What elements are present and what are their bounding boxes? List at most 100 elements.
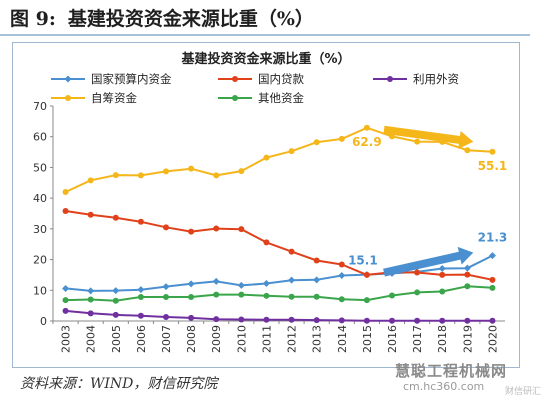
data-point-domestic_loans bbox=[263, 239, 270, 246]
data-point-other_funds bbox=[238, 291, 245, 298]
legend-label-national_budget: 国家预算内资金 bbox=[91, 72, 172, 86]
y-tick-label: 0 bbox=[40, 315, 47, 328]
data-point-national_budget bbox=[288, 276, 296, 284]
data-point-self_raised bbox=[137, 172, 144, 179]
y-tick-label: 70 bbox=[33, 100, 47, 113]
data-point-self_raised bbox=[313, 139, 320, 146]
annotation-self_raised-2015: 62.9 bbox=[352, 135, 382, 149]
data-point-domestic_loans bbox=[414, 269, 421, 276]
legend-marker-national_budget bbox=[64, 75, 72, 83]
data-point-self_raised bbox=[112, 172, 119, 179]
data-point-self_raised bbox=[338, 135, 345, 142]
data-point-foreign_capital bbox=[288, 316, 295, 323]
data-point-national_budget bbox=[212, 277, 220, 285]
legend-label-foreign_capital: 利用外资 bbox=[413, 72, 459, 86]
x-tick-label: 2015 bbox=[361, 325, 374, 353]
data-point-foreign_capital bbox=[87, 310, 94, 317]
data-point-foreign_capital bbox=[313, 317, 320, 324]
data-point-national_budget bbox=[62, 284, 70, 292]
x-tick-label: 2008 bbox=[185, 325, 198, 353]
data-point-foreign_capital bbox=[338, 317, 345, 324]
x-tick-label: 2017 bbox=[411, 325, 424, 353]
y-tick-label: 60 bbox=[33, 131, 47, 144]
data-point-domestic_loans bbox=[313, 257, 320, 264]
y-tick-label: 20 bbox=[33, 254, 47, 267]
x-tick-label: 2005 bbox=[110, 325, 123, 353]
data-point-domestic_loans bbox=[238, 226, 245, 233]
data-point-foreign_capital bbox=[163, 314, 169, 321]
data-point-self_raised bbox=[87, 177, 94, 184]
series-line-other_funds bbox=[65, 285, 493, 302]
data-point-national_budget bbox=[262, 280, 270, 288]
data-point-other_funds bbox=[263, 292, 270, 299]
data-point-other_funds bbox=[288, 293, 295, 300]
trend-arrow-national_budget bbox=[383, 246, 474, 277]
data-point-national_budget bbox=[162, 283, 170, 291]
data-point-domestic_loans bbox=[188, 228, 195, 235]
data-point-national_budget bbox=[237, 281, 245, 289]
legend-label-domestic_loans: 国内贷款 bbox=[258, 72, 304, 86]
data-point-self_raised bbox=[62, 189, 69, 195]
x-tick-label: 2011 bbox=[260, 325, 273, 353]
data-point-national_budget bbox=[438, 264, 446, 272]
page-title: 图 9: 基建投资资金来源比重（%） bbox=[0, 0, 530, 36]
chart-title: 基建投资资金来源比重（%） bbox=[180, 51, 350, 67]
data-point-foreign_capital bbox=[238, 316, 245, 323]
data-point-other_funds bbox=[313, 293, 320, 300]
series-line-domestic_loans bbox=[65, 210, 493, 281]
x-tick-label: 2014 bbox=[336, 325, 349, 353]
data-point-national_budget bbox=[338, 272, 346, 280]
data-point-national_budget bbox=[463, 264, 471, 272]
x-tick-label: 2009 bbox=[210, 325, 223, 353]
data-point-self_raised bbox=[188, 165, 195, 172]
data-point-other_funds bbox=[87, 296, 94, 303]
x-tick-label: 2018 bbox=[436, 325, 449, 353]
watermark-url-text: cm.hc360.com bbox=[403, 380, 485, 393]
data-point-self_raised bbox=[238, 168, 245, 175]
x-tick-label: 2003 bbox=[60, 325, 73, 353]
data-point-domestic_loans bbox=[439, 271, 446, 278]
data-point-foreign_capital bbox=[213, 316, 220, 323]
legend-label-other_funds: 其他资金 bbox=[258, 91, 304, 105]
data-point-domestic_loans bbox=[288, 248, 295, 255]
data-point-self_raised bbox=[163, 168, 169, 175]
annotation-self_raised-2020: 55.1 bbox=[478, 159, 508, 173]
data-point-other_funds bbox=[163, 294, 169, 301]
data-point-other_funds bbox=[213, 291, 220, 298]
data-point-domestic_loans bbox=[163, 224, 169, 231]
chart-panel: 基建投资资金来源比重（%） 国家预算内资金 国内贷款 利用外资 自筹资金 其他资金 0 10 2… bbox=[12, 42, 520, 368]
data-point-domestic_loans bbox=[87, 211, 94, 218]
data-point-national_budget bbox=[112, 287, 120, 295]
data-point-self_raised bbox=[288, 148, 295, 155]
data-point-foreign_capital bbox=[363, 317, 370, 324]
data-point-foreign_capital bbox=[263, 316, 270, 323]
legend-marker-domestic_loans bbox=[232, 76, 238, 82]
data-point-domestic_loans bbox=[112, 214, 119, 221]
watermark-main-text: 慧聪工程机械网 bbox=[395, 362, 508, 380]
x-tick-label: 2019 bbox=[461, 325, 474, 353]
data-point-other_funds bbox=[363, 297, 370, 304]
data-point-national_budget bbox=[137, 286, 145, 294]
data-point-national_budget bbox=[87, 287, 95, 295]
data-point-foreign_capital bbox=[414, 317, 421, 324]
data-point-domestic_loans bbox=[464, 271, 471, 278]
watermark-tag-text: 财信研汇 bbox=[505, 387, 542, 397]
data-point-foreign_capital bbox=[62, 307, 69, 314]
data-point-national_budget bbox=[313, 276, 321, 284]
x-tick-label: 2020 bbox=[486, 325, 499, 353]
data-point-domestic_loans bbox=[489, 276, 496, 283]
data-point-foreign_capital bbox=[489, 317, 496, 324]
data-point-domestic_loans bbox=[137, 218, 144, 225]
data-point-national_budget bbox=[488, 252, 496, 260]
series-line-foreign_capital bbox=[65, 309, 493, 322]
annotation-national_budget-2015: 15.1 bbox=[348, 254, 378, 268]
figure-title: 基建投资资金来源比重（%） bbox=[67, 7, 314, 30]
y-tick-label: 30 bbox=[33, 223, 47, 236]
data-point-national_budget bbox=[187, 280, 195, 288]
annotation-national_budget-2020: 21.3 bbox=[478, 231, 508, 245]
data-point-foreign_capital bbox=[439, 317, 446, 324]
figure-label: 图 9: bbox=[10, 7, 56, 30]
y-tick-label: 10 bbox=[33, 284, 47, 297]
data-point-self_raised bbox=[414, 138, 421, 145]
